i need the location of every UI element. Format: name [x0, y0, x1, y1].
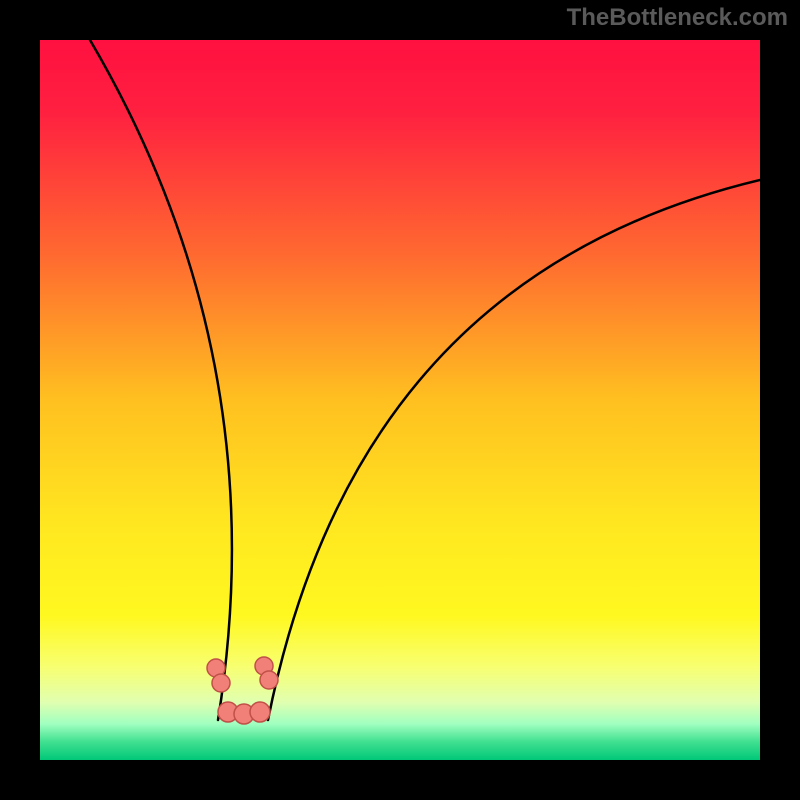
- watermark-text: TheBottleneck.com: [567, 4, 788, 32]
- chart-svg: [40, 40, 760, 760]
- gradient-background: [40, 40, 760, 760]
- data-marker: [212, 674, 230, 692]
- data-marker: [260, 671, 278, 689]
- plot-container: [40, 40, 760, 760]
- data-marker: [250, 702, 270, 722]
